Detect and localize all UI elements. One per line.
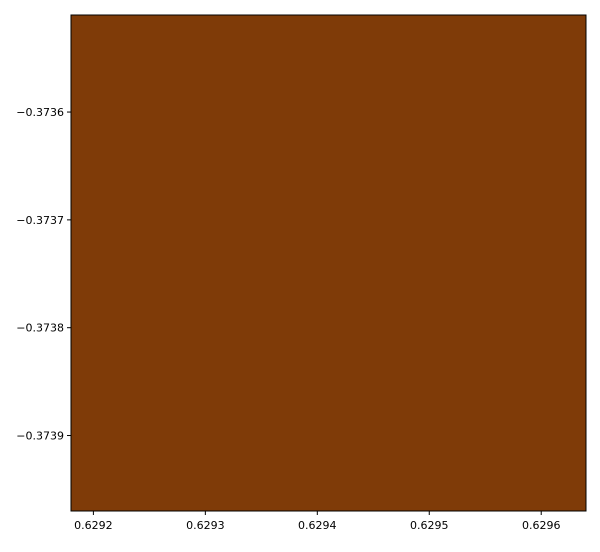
plot-frame: [70, 14, 587, 512]
x-tick-label: 0.6296: [522, 519, 561, 532]
x-axis: 0.6292 0.6293 0.6294 0.6295 0.6296: [74, 511, 560, 532]
y-tick-label: −0.3738: [16, 322, 64, 335]
x-tick-label: 0.6292: [74, 519, 113, 532]
x-tick-label: 0.6293: [186, 519, 225, 532]
y-tick-label: −0.3739: [16, 430, 64, 443]
fractal-heatmap: [71, 15, 586, 511]
x-tick-label: 0.6295: [410, 519, 449, 532]
y-axis: −0.3736 −0.3737 −0.3738 −0.3739: [16, 106, 71, 443]
fractal-image-holder: [71, 15, 586, 511]
y-tick-label: −0.3736: [16, 106, 64, 119]
plot-area: [70, 14, 587, 512]
x-tick-label: 0.6294: [298, 519, 337, 532]
y-tick-label: −0.3737: [16, 214, 64, 227]
